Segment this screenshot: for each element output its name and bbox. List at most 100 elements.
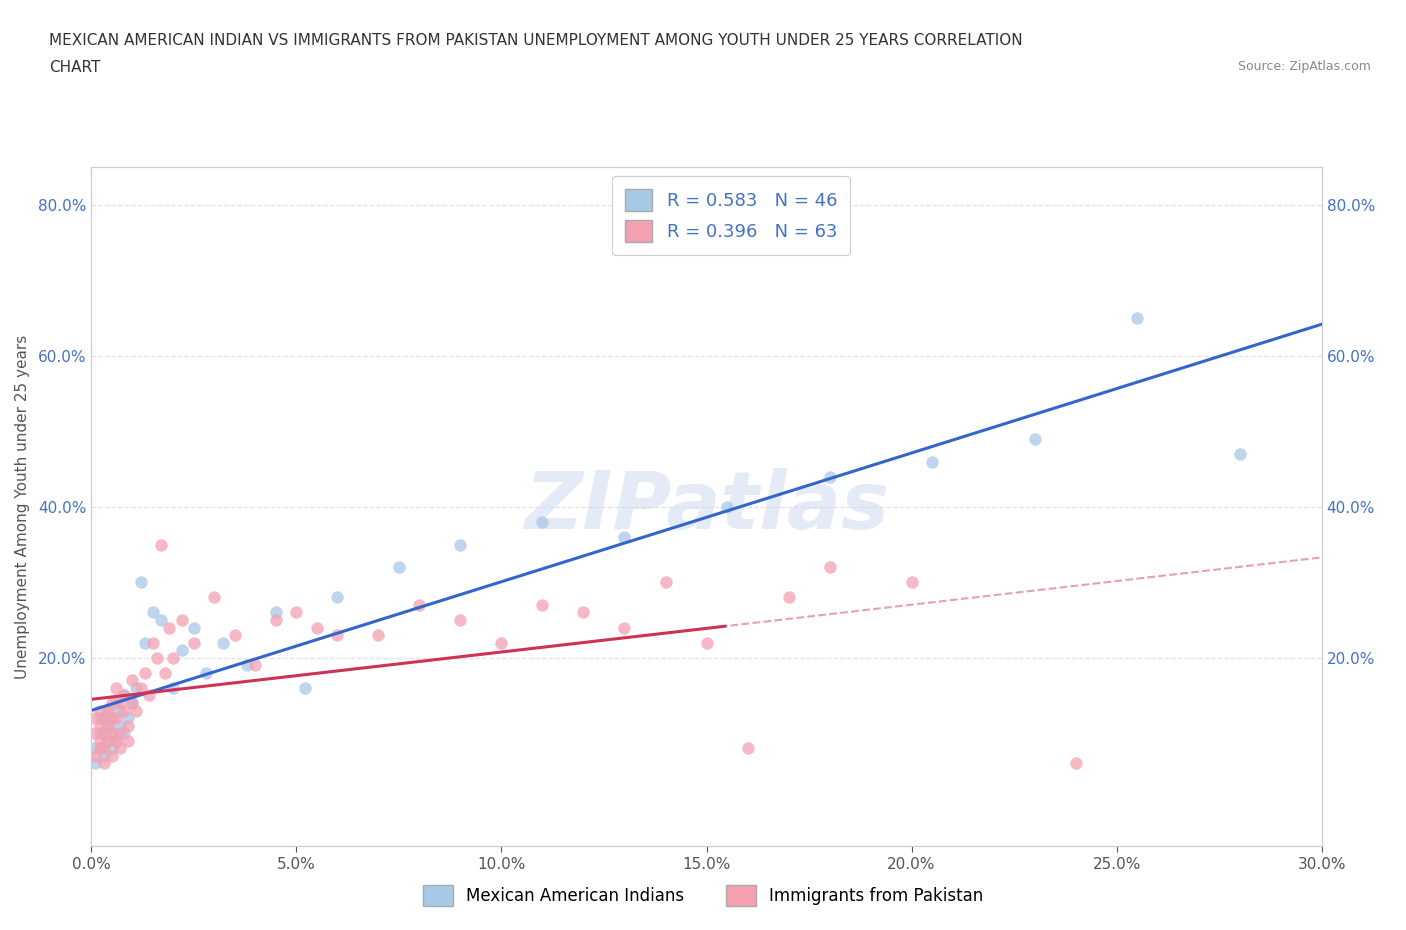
- Point: [121, 696, 143, 711]
- Point: [326, 628, 349, 643]
- Point: [531, 514, 554, 529]
- Point: [134, 635, 156, 650]
- Point: [613, 529, 636, 544]
- Point: [97, 703, 120, 718]
- Point: [224, 628, 246, 643]
- Point: [101, 749, 124, 764]
- Point: [146, 650, 169, 665]
- Point: [162, 681, 184, 696]
- Point: [97, 718, 120, 733]
- Point: [84, 711, 107, 725]
- Point: [408, 597, 430, 612]
- Point: [105, 711, 127, 725]
- Point: [97, 733, 120, 748]
- Point: [183, 635, 205, 650]
- Point: [818, 560, 841, 575]
- Point: [125, 703, 148, 718]
- Point: [105, 681, 127, 696]
- Point: [108, 718, 131, 733]
- Point: [93, 749, 115, 764]
- Point: [89, 718, 111, 733]
- Point: [101, 711, 124, 725]
- Point: [117, 711, 139, 725]
- Point: [129, 681, 152, 696]
- Point: [129, 575, 152, 590]
- Point: [89, 741, 111, 756]
- Point: [326, 590, 349, 604]
- Point: [157, 620, 180, 635]
- Point: [105, 696, 127, 711]
- Point: [900, 575, 922, 590]
- Point: [117, 718, 139, 733]
- Point: [1064, 756, 1087, 771]
- Point: [89, 711, 111, 725]
- Point: [778, 590, 800, 604]
- Point: [449, 613, 471, 628]
- Point: [654, 575, 676, 590]
- Point: [108, 741, 131, 756]
- Point: [101, 696, 124, 711]
- Point: [112, 688, 135, 703]
- Point: [142, 605, 165, 620]
- Point: [84, 741, 107, 756]
- Point: [1229, 446, 1251, 461]
- Point: [572, 605, 595, 620]
- Point: [93, 711, 115, 725]
- Point: [236, 658, 259, 672]
- Point: [101, 741, 124, 756]
- Point: [921, 454, 943, 469]
- Point: [367, 628, 389, 643]
- Point: [150, 613, 173, 628]
- Point: [105, 733, 127, 748]
- Y-axis label: Unemployment Among Youth under 25 years: Unemployment Among Youth under 25 years: [14, 335, 30, 679]
- Point: [108, 703, 131, 718]
- Point: [183, 620, 205, 635]
- Point: [737, 741, 759, 756]
- Point: [294, 681, 316, 696]
- Point: [170, 613, 193, 628]
- Point: [153, 665, 177, 680]
- Point: [101, 725, 124, 740]
- Point: [285, 605, 308, 620]
- Point: [93, 756, 115, 771]
- Point: [125, 681, 148, 696]
- Point: [134, 665, 156, 680]
- Point: [613, 620, 636, 635]
- Point: [117, 733, 139, 748]
- Point: [716, 499, 738, 514]
- Point: [531, 597, 554, 612]
- Point: [388, 560, 411, 575]
- Point: [84, 725, 107, 740]
- Point: [121, 696, 143, 711]
- Point: [101, 725, 124, 740]
- Point: [101, 711, 124, 725]
- Point: [142, 635, 165, 650]
- Point: [105, 733, 127, 748]
- Point: [195, 665, 218, 680]
- Point: [170, 643, 193, 658]
- Point: [449, 538, 471, 552]
- Point: [264, 605, 287, 620]
- Point: [97, 703, 120, 718]
- Point: [84, 749, 107, 764]
- Legend: R = 0.583   N = 46, R = 0.396   N = 63: R = 0.583 N = 46, R = 0.396 N = 63: [613, 177, 849, 255]
- Text: MEXICAN AMERICAN INDIAN VS IMMIGRANTS FROM PAKISTAN UNEMPLOYMENT AMONG YOUTH UND: MEXICAN AMERICAN INDIAN VS IMMIGRANTS FR…: [49, 33, 1022, 47]
- Point: [93, 711, 115, 725]
- Text: ZIPatlas: ZIPatlas: [524, 468, 889, 546]
- Point: [818, 470, 841, 485]
- Point: [112, 703, 135, 718]
- Point: [93, 725, 115, 740]
- Point: [305, 620, 328, 635]
- Point: [202, 590, 225, 604]
- Point: [150, 538, 173, 552]
- Point: [93, 741, 115, 756]
- Point: [89, 725, 111, 740]
- Point: [138, 688, 160, 703]
- Point: [97, 733, 120, 748]
- Point: [264, 613, 287, 628]
- Point: [121, 673, 143, 688]
- Point: [89, 703, 111, 718]
- Text: CHART: CHART: [49, 60, 101, 75]
- Point: [108, 725, 131, 740]
- Point: [245, 658, 267, 672]
